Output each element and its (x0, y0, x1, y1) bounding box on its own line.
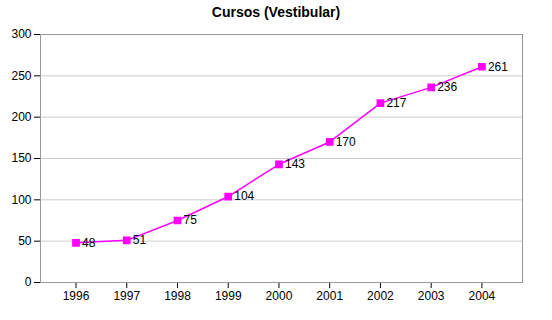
svg-text:170: 170 (336, 135, 356, 149)
svg-text:217: 217 (386, 96, 406, 110)
svg-text:50: 50 (18, 234, 32, 248)
svg-text:1999: 1999 (215, 289, 242, 303)
svg-text:100: 100 (11, 193, 31, 207)
svg-text:143: 143 (285, 157, 305, 171)
svg-text:75: 75 (183, 213, 197, 227)
svg-text:51: 51 (133, 233, 147, 247)
svg-text:0: 0 (25, 275, 32, 289)
svg-text:2003: 2003 (418, 289, 445, 303)
svg-text:200: 200 (11, 110, 31, 124)
svg-text:261: 261 (488, 60, 508, 74)
svg-text:150: 150 (11, 151, 31, 165)
svg-text:2002: 2002 (367, 289, 394, 303)
svg-text:48: 48 (82, 236, 96, 250)
svg-text:2001: 2001 (316, 289, 343, 303)
svg-text:236: 236 (437, 80, 457, 94)
svg-text:250: 250 (11, 69, 31, 83)
svg-text:104: 104 (234, 189, 254, 203)
html-text:Cursos (Vestibular): Cursos (Vestibular) (211, 4, 341, 20)
svg-text:2000: 2000 (266, 289, 293, 303)
svg-text:1996: 1996 (63, 289, 90, 303)
svg-text:1997: 1997 (113, 289, 140, 303)
svg-text:1998: 1998 (164, 289, 191, 303)
svg-text:300: 300 (11, 27, 31, 41)
svg-text:2004: 2004 (469, 289, 496, 303)
